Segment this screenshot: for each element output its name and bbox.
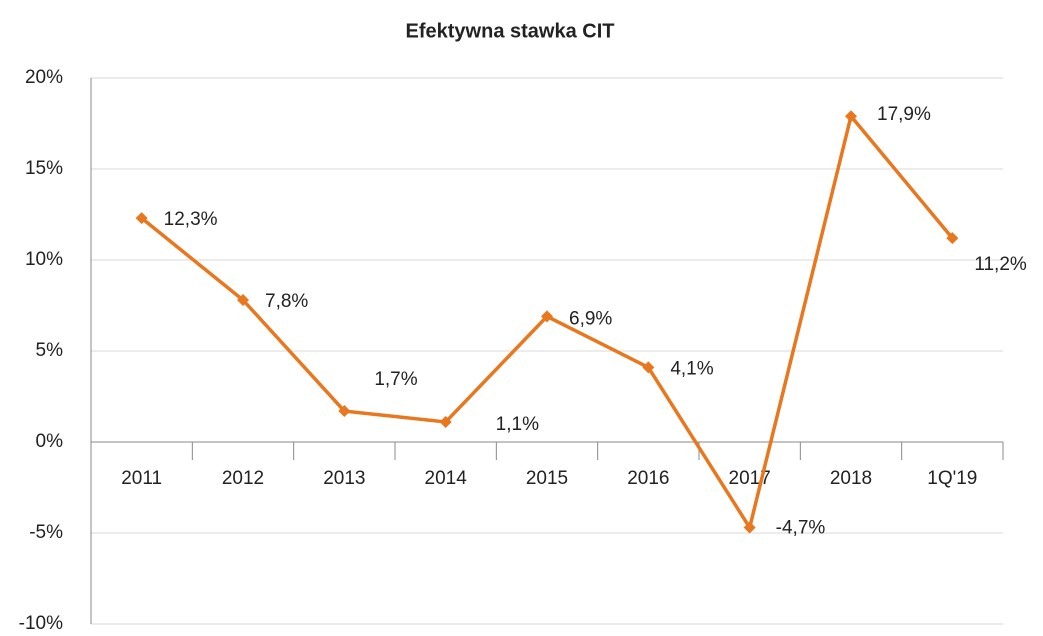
data-label: 4,1% [670, 358, 713, 379]
y-tick-label: 5% [36, 340, 64, 361]
x-tick-label: 2012 [222, 468, 264, 489]
x-tick-label: 2014 [425, 468, 468, 489]
x-tick-label: 2016 [627, 468, 669, 489]
y-tick-label: -10% [19, 613, 63, 634]
data-label: 7,8% [265, 291, 308, 312]
y-tick-label: -5% [29, 522, 63, 543]
data-label: 11,2% [974, 254, 1027, 275]
y-tick-label: 10% [25, 249, 63, 270]
marker [743, 521, 756, 534]
marker [237, 294, 249, 307]
x-tick-label: 2015 [526, 468, 568, 489]
data-label: 12,3% [164, 209, 218, 230]
marker [135, 212, 148, 225]
marker [642, 361, 655, 374]
marker [845, 110, 857, 123]
marker [338, 405, 351, 418]
data-label: 17,9% [877, 104, 931, 125]
x-tick-label: 2011 [121, 468, 162, 489]
marker [946, 232, 959, 245]
data-label: 1,7% [374, 369, 417, 390]
data-label: 1,1% [496, 414, 539, 435]
chart-title: Efektywna stawka CIT [406, 20, 615, 42]
y-tick-label: 15% [25, 158, 63, 179]
y-tick-label: 20% [25, 67, 63, 88]
data-label: 6,9% [569, 308, 612, 329]
x-tick-label: 2018 [830, 468, 872, 489]
y-tick-label: 0% [36, 431, 64, 452]
marker [541, 310, 553, 323]
x-tick-label: 1Q'19 [927, 468, 977, 489]
data-label: -4,7% [776, 518, 826, 539]
x-tick-label: 2013 [323, 468, 365, 489]
marker [439, 415, 452, 428]
